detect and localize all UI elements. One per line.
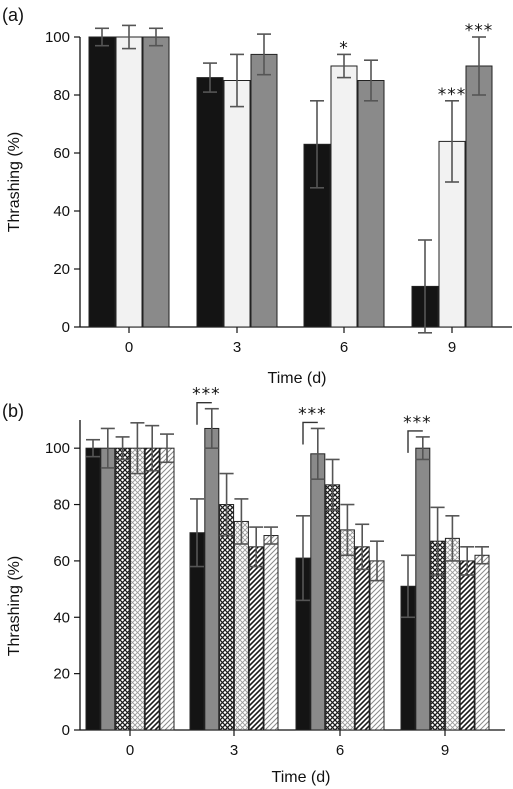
panel-b-bar-s1-c0 [100, 447, 116, 731]
panel-b-ytick-label-0: 0 [62, 722, 70, 739]
panel-b-xtick-label-2: 6 [336, 742, 344, 759]
panel-b-xtick-label-3: 9 [441, 742, 449, 759]
panel-a-ytick-label-0: 0 [62, 319, 70, 336]
panel-b-bar-s2-c2 [325, 484, 341, 731]
panel-a-ytick-label-1: 20 [53, 261, 70, 278]
panel-b-bar-s5-c2 [369, 560, 385, 731]
panel-b-bar-s3-c3 [444, 537, 460, 731]
panel-a-bar-s2-c1 [250, 53, 278, 328]
panel-b: (b) Thrashing (%) Time (d) 0204060801000… [2, 385, 505, 786]
panel-a-ytick-label-5: 100 [45, 29, 70, 46]
panel-a-bar-s2-c0 [142, 36, 170, 328]
panel-b-bar-s3-c1 [233, 520, 249, 731]
panel-a-xtick-label-0: 0 [125, 339, 133, 356]
panel-b-bar-s2-c1 [219, 504, 235, 731]
panel-b-bar-s5-c0 [159, 447, 175, 731]
panel-a-xtick-label-3: 9 [448, 339, 456, 356]
panel-b-bar-s1-c1 [204, 427, 220, 731]
panel-a-bar-s0-c0 [88, 36, 116, 328]
panel-a-bar-s1-c1 [223, 80, 251, 328]
panel-a-significance-2: *** [465, 21, 494, 41]
panel-a-bar-s1-c0 [115, 36, 143, 328]
panel-b-bar-s4-c1 [248, 546, 264, 731]
panel-b-significance-1: *** [298, 404, 327, 424]
panel-b-bar-s1-c2 [310, 453, 326, 731]
panel-a-bar-s1-c2 [330, 65, 358, 328]
panel-b-bracket-0 [196, 402, 212, 425]
panel-b-significance-0: *** [192, 385, 221, 405]
panel-b-ylabel: Thrashing (%) [6, 556, 23, 656]
panel-b-bar-s5-c3 [474, 554, 490, 731]
panel-b-ytick-label-2: 40 [53, 609, 70, 626]
panel-b-bar-s4-c3 [459, 560, 475, 731]
panel-a-xtick-label-2: 6 [340, 339, 348, 356]
panel-b-bar-s5-c1 [263, 535, 279, 731]
panel-b-bar-s0-c0 [85, 447, 101, 731]
panel-a-ytick-label-4: 80 [53, 87, 70, 104]
panel-a-ylabel: Thrashing (%) [6, 132, 23, 232]
panel-b-bracket-2 [407, 430, 423, 453]
panel-a-xtick-label-1: 3 [233, 339, 241, 356]
panel-b-xtick-label-1: 3 [230, 742, 238, 759]
panel-b-bar-s4-c0 [144, 447, 160, 731]
panel-a-bar-s2-c3 [465, 65, 493, 328]
panel-a-significance-0: * [339, 38, 349, 58]
panel-b-plot-area: 0 20 40 60 80 100 0 3 6 9 *** *** *** [45, 385, 505, 759]
panel-b-ytick-label-4: 80 [53, 497, 70, 514]
panel-a-ytick-label-2: 40 [53, 203, 70, 220]
panel-b-bar-s4-c2 [354, 546, 370, 731]
panel-b-bar-s1-c3 [415, 447, 431, 731]
panel-b-label: (b) [2, 401, 24, 421]
panel-b-xtick-label-0: 0 [126, 742, 134, 759]
panel-b-ytick-label-3: 60 [53, 553, 70, 570]
panel-a-ytick-label-3: 60 [53, 145, 70, 162]
panel-a-xlabel: Time (d) [268, 370, 327, 387]
panel-a-label: (a) [2, 5, 24, 25]
panel-b-ytick-label-5: 100 [45, 440, 70, 457]
panel-b-ytick-label-1: 20 [53, 666, 70, 683]
panel-b-significance-2: *** [403, 413, 432, 433]
panel-a-significance-1: *** [438, 85, 467, 105]
panel-a: (a) Thrashing (%) Time (d) 0 20 40 60 80 100 0… [2, 5, 512, 387]
panel-b-bar-s2-c0 [115, 447, 131, 731]
panel-b-xlabel: Time (d) [272, 769, 331, 786]
panel-b-bar-s3-c2 [339, 529, 355, 731]
panel-b-bar-s3-c0 [129, 447, 145, 731]
panel-a-bar-s2-c2 [357, 80, 385, 328]
panel-a-bar-s0-c1 [196, 77, 224, 328]
panel-b-bracket-1 [302, 421, 318, 445]
